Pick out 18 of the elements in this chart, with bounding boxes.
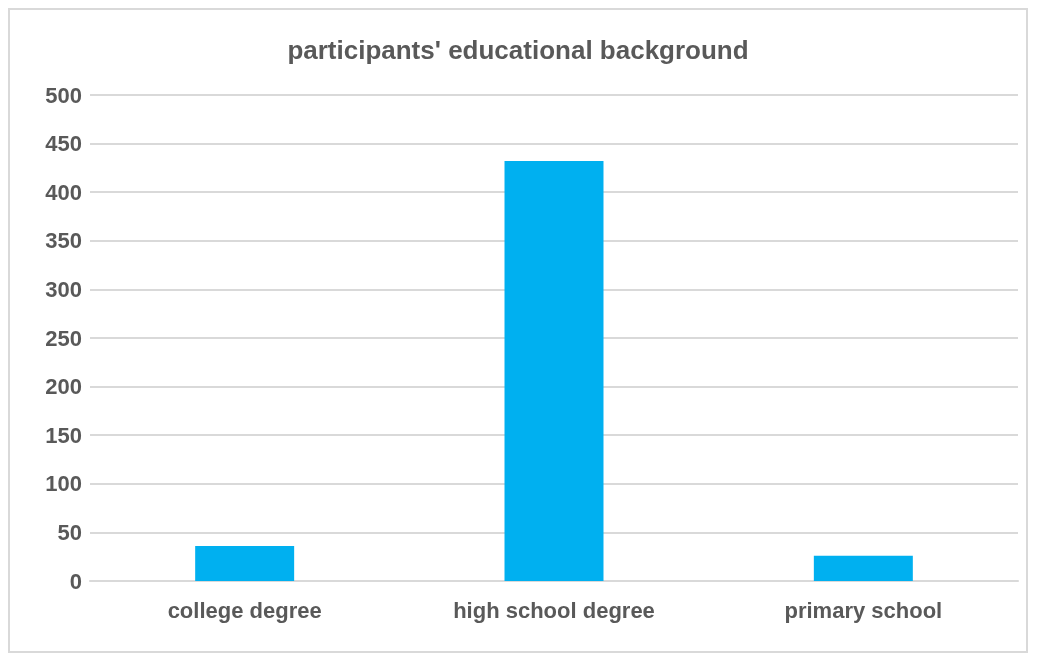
y-tick-label: 100 xyxy=(45,471,82,497)
y-tick-label: 350 xyxy=(45,228,82,254)
bar xyxy=(504,161,604,581)
chart-title: participants' educational background xyxy=(287,35,749,65)
x-tick-label: primary school xyxy=(784,597,943,623)
x-tick-label: college degree xyxy=(167,597,322,623)
y-tick-label: 500 xyxy=(45,82,82,108)
y-tick-label: 150 xyxy=(45,422,82,448)
x-tick-label: high school degree xyxy=(453,597,655,623)
y-tick-label: 200 xyxy=(45,374,82,400)
y-tick-label: 300 xyxy=(45,276,82,302)
y-tick-label: 450 xyxy=(45,131,82,157)
y-tick-label: 250 xyxy=(45,325,82,351)
bar xyxy=(195,546,295,581)
y-tick-label: 50 xyxy=(57,519,82,545)
bar xyxy=(813,555,913,581)
y-tick-label: 400 xyxy=(45,179,82,205)
y-tick-label: 0 xyxy=(69,568,82,594)
